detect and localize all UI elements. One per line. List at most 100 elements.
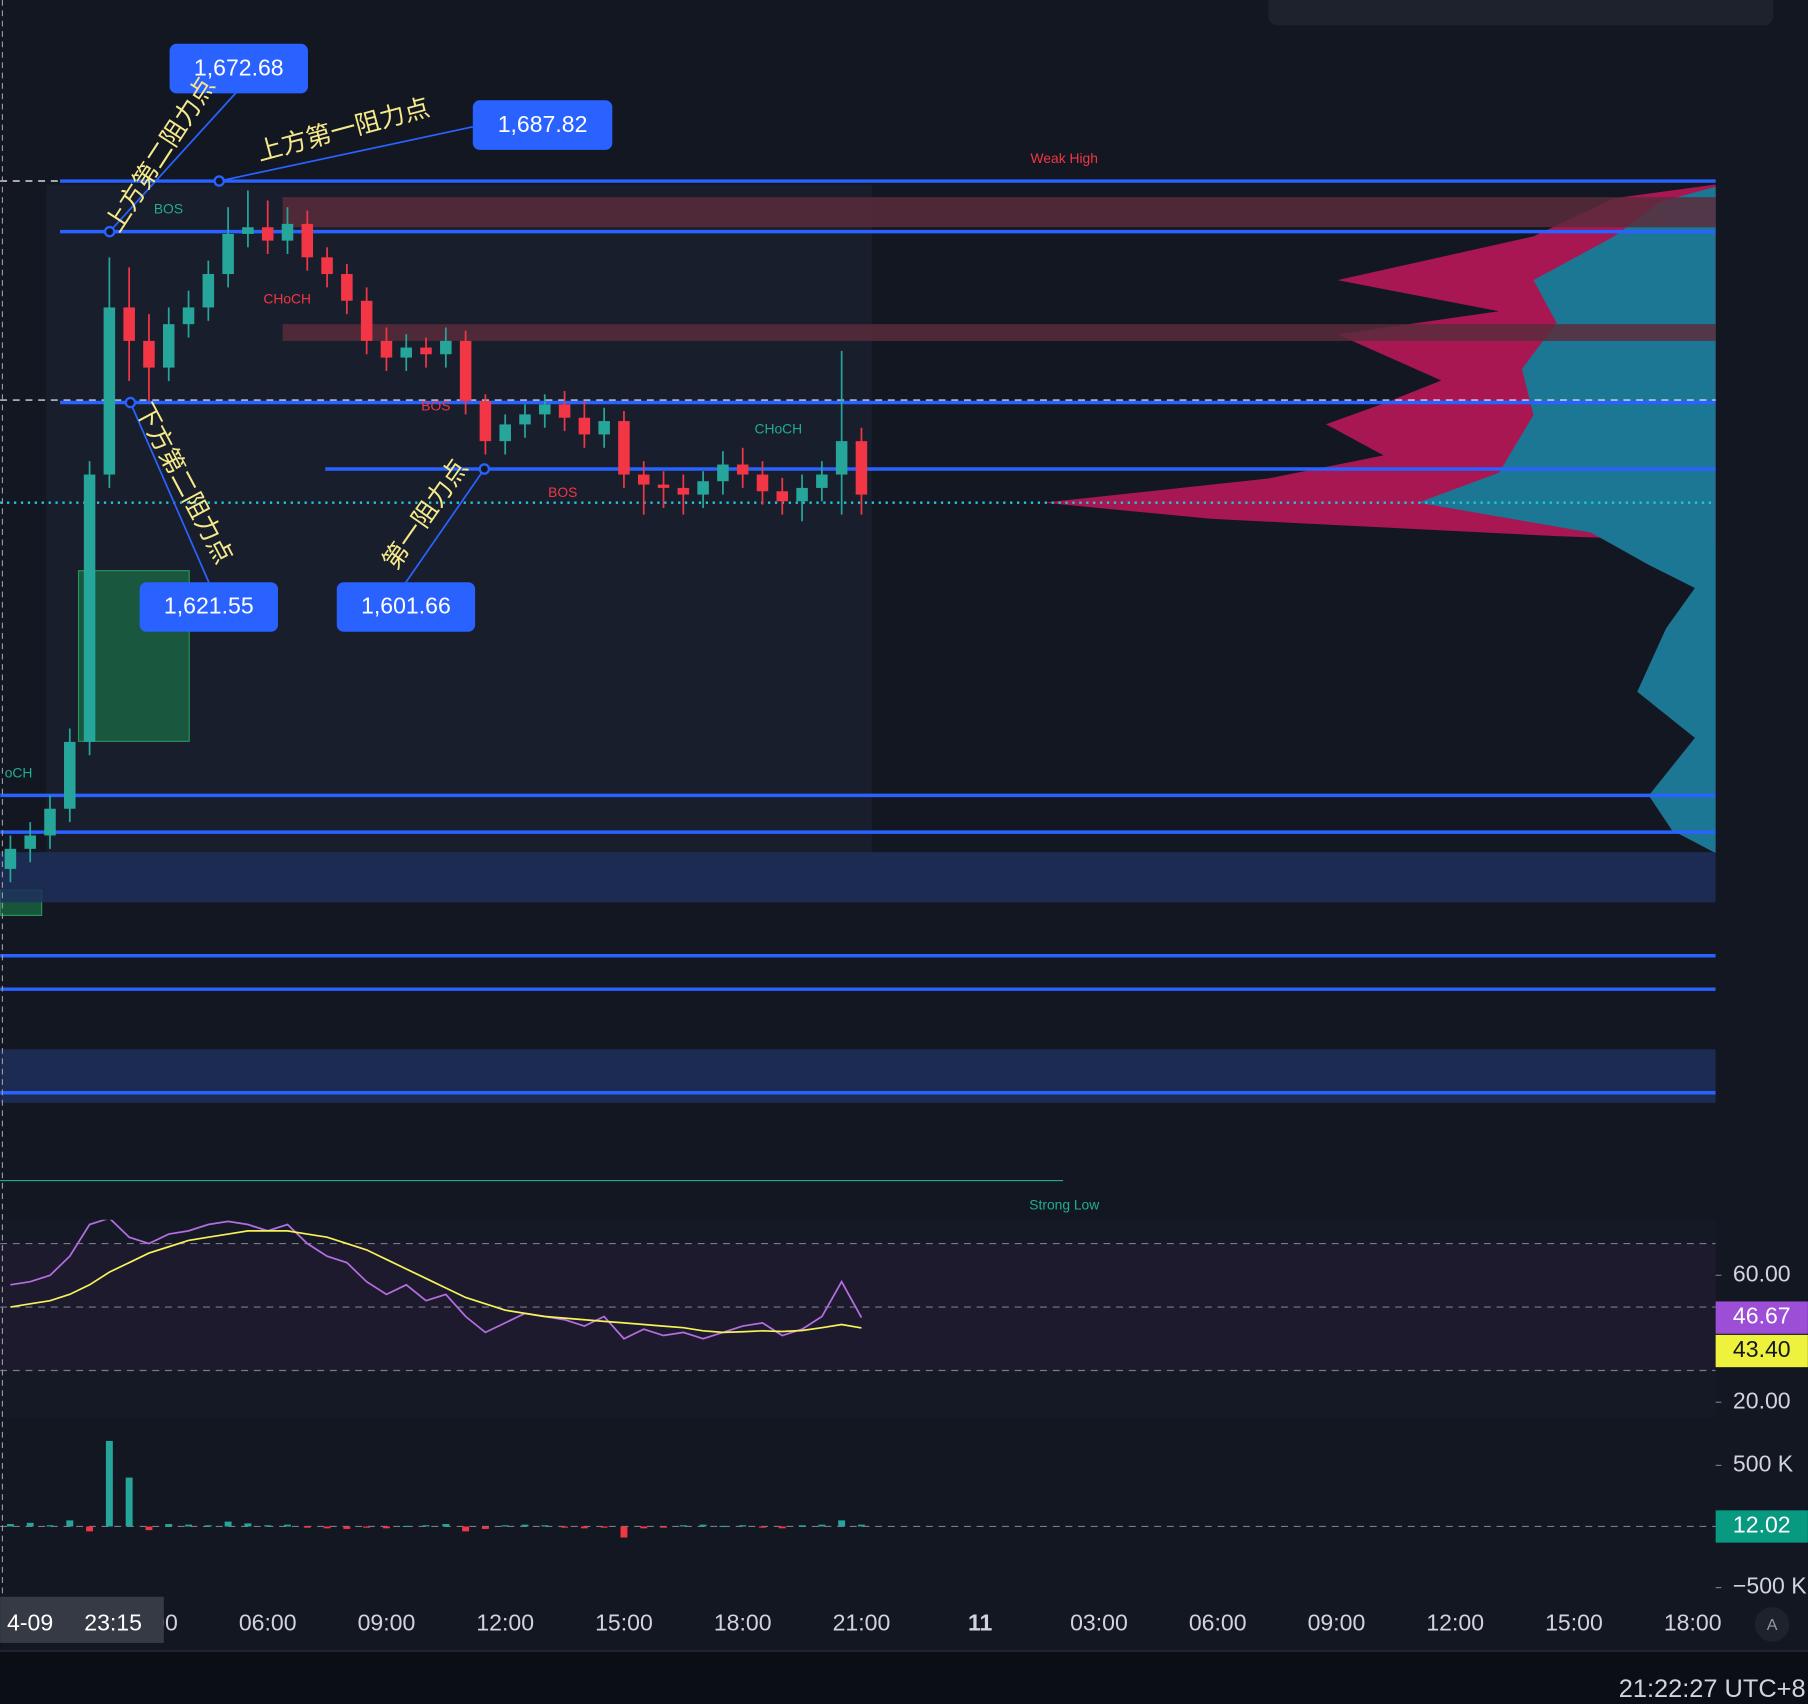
rsi-ma-line — [10, 1229, 862, 1334]
structure-label: CHoCH — [755, 421, 803, 437]
candle-body — [855, 441, 868, 495]
macd-last-label: 12.02 — [1733, 1512, 1791, 1538]
x-tick-label: 06:00 — [1189, 1610, 1247, 1636]
price-badge[interactable] — [139, 582, 278, 632]
rsi-tick-label: 20.00 — [1733, 1387, 1791, 1413]
profile-buy — [1418, 186, 1716, 854]
macd-bar — [86, 1526, 94, 1532]
rsi-last-label: 46.67 — [1733, 1303, 1791, 1329]
rsi-line — [10, 1219, 863, 1340]
x-tick-label: 12:00 — [1426, 1610, 1484, 1636]
x-tick-label: 12:00 — [476, 1610, 534, 1636]
macd-bar — [600, 1526, 608, 1528]
macd-bar — [363, 1526, 371, 1528]
candle-body — [103, 307, 116, 475]
zone — [282, 324, 1716, 341]
candle-body — [796, 487, 808, 502]
candle-body — [657, 484, 670, 488]
x-tick-label: 03:00 — [1070, 1610, 1128, 1636]
auto-scale-button[interactable] — [1754, 1607, 1790, 1642]
price-badge[interactable] — [472, 100, 613, 150]
macd-bar — [462, 1526, 470, 1532]
macd-bar — [580, 1526, 588, 1529]
macd-bar — [561, 1526, 569, 1528]
anchor-point — [103, 225, 116, 238]
candle-body — [835, 441, 848, 475]
macd-bar — [679, 1525, 687, 1527]
x-tick-label: 09:00 — [358, 1610, 416, 1636]
volume-profile — [1043, 184, 1716, 854]
candle-body — [83, 474, 96, 742]
macd-bar — [778, 1526, 786, 1529]
candle-body — [637, 474, 650, 485]
anchor-point — [124, 396, 137, 409]
candle-body — [479, 401, 492, 442]
toolbar[interactable] — [1268, 0, 1774, 26]
macd-bar — [145, 1526, 153, 1531]
x-tick-label: 21:00 — [833, 1610, 891, 1636]
candle-body — [301, 223, 314, 258]
macd-bar — [46, 1525, 54, 1527]
candle-body — [677, 487, 690, 495]
macd-bar — [264, 1525, 272, 1527]
candle-body — [816, 474, 828, 488]
clock: 21:22:27 UTC+8 — [1619, 1675, 1806, 1703]
x-tick-label: 15:00 — [595, 1610, 653, 1636]
candle-body — [4, 848, 17, 869]
candle-body — [736, 464, 749, 475]
crosshair-date: 4-09 — [7, 1610, 53, 1636]
macd-bar — [105, 1440, 113, 1527]
zone — [0, 852, 1716, 903]
macd-bar — [185, 1524, 192, 1527]
macd-bar — [6, 1524, 14, 1527]
crosshair-label — [0, 1596, 164, 1643]
candle-body — [281, 223, 294, 241]
price-badge-label: 1,621.55 — [164, 593, 254, 619]
price-badge-label: 1,601.66 — [361, 593, 451, 619]
candle-body — [539, 404, 551, 415]
candle-body — [420, 347, 432, 355]
candle-body — [578, 417, 591, 435]
candle-body — [499, 424, 511, 442]
candle-body — [618, 421, 630, 475]
candle-body — [261, 227, 274, 241]
x-tick-label: 11 — [968, 1610, 993, 1636]
macd-bar — [66, 1520, 74, 1527]
candle-body — [242, 227, 254, 234]
macd-bar — [165, 1524, 173, 1527]
price-badge-label: 1,687.82 — [498, 111, 588, 137]
price-badge[interactable] — [169, 43, 308, 94]
crosshair-time: 23:15 — [84, 1610, 142, 1636]
structure-label: BOS — [548, 484, 577, 500]
macd-bar — [640, 1526, 648, 1529]
macd-bar — [244, 1523, 252, 1527]
structure-label: Strong Low — [1029, 1197, 1100, 1213]
x-tick-label: 09:00 — [1308, 1610, 1366, 1636]
price-pane — [0, 179, 1716, 1103]
macd-bar — [224, 1521, 232, 1527]
rsi-pane-lines — [0, 1219, 1716, 1372]
macd-bar — [204, 1525, 212, 1527]
price-badge[interactable] — [336, 582, 476, 632]
macd-bar — [303, 1526, 311, 1528]
auto-scale-label[interactable]: A — [1767, 1616, 1778, 1634]
macd-bar — [699, 1524, 707, 1527]
macd-bar — [541, 1525, 549, 1527]
x-tick-label: 06:00 — [239, 1610, 297, 1636]
candle-body — [440, 340, 452, 355]
anchor-point — [213, 175, 225, 187]
macd-bar — [343, 1526, 351, 1529]
x-tick-label: 15:00 — [1545, 1610, 1603, 1636]
candle-body — [558, 404, 571, 418]
candle-body — [519, 414, 531, 425]
candle-body — [400, 347, 413, 358]
macd-pane — [0, 1440, 1716, 1538]
candle-body — [123, 307, 135, 341]
candle-body — [697, 481, 709, 495]
leader-line — [109, 91, 238, 233]
macd-bar — [620, 1526, 628, 1538]
structure-label: CHoCH — [263, 290, 311, 306]
macd-bar — [818, 1524, 826, 1527]
macd-bar — [125, 1477, 133, 1527]
